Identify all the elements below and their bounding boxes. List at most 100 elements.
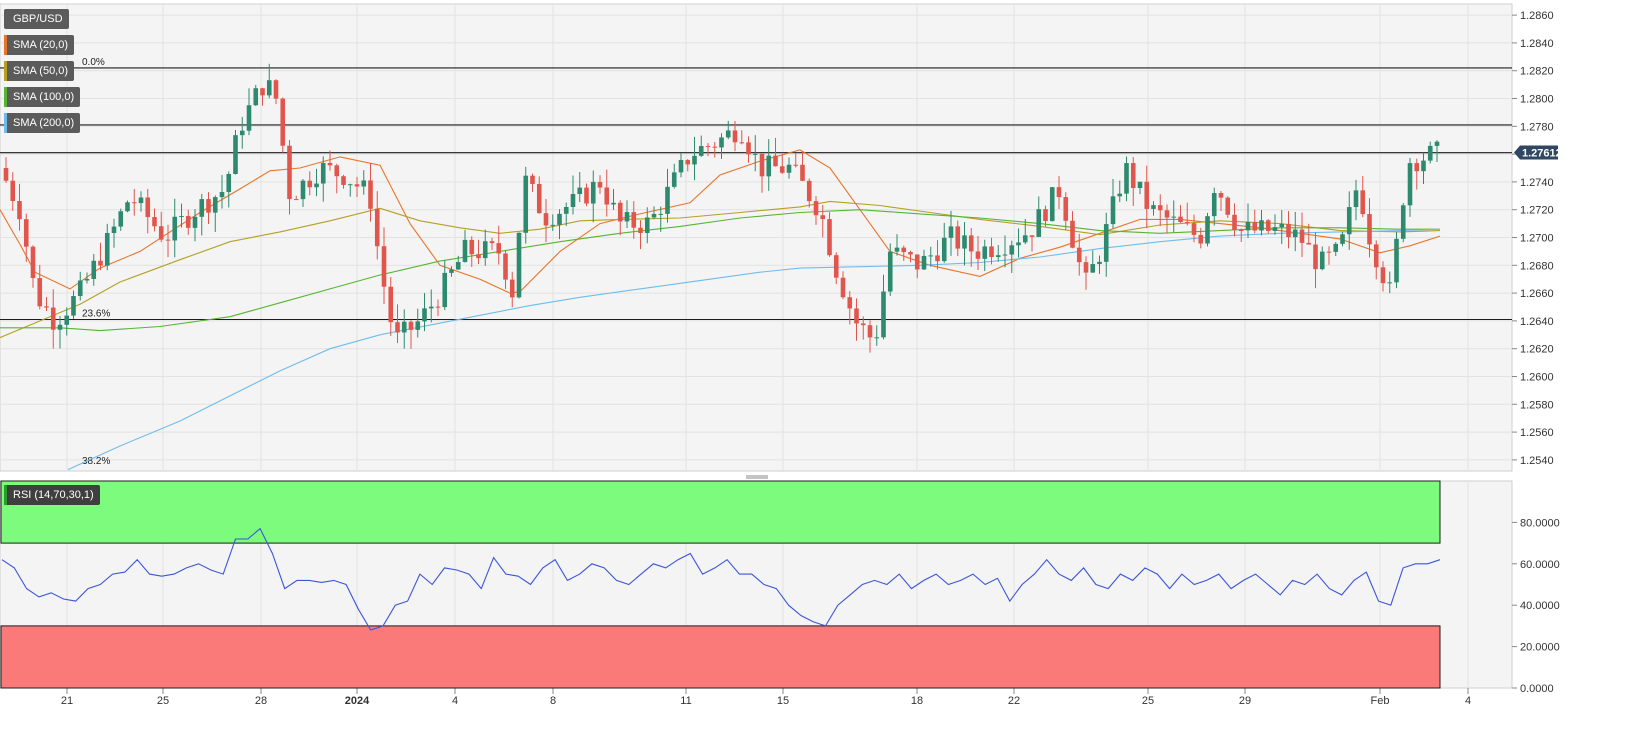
candle-body [665, 186, 670, 214]
y-tick-label: 1.2820 [1520, 66, 1554, 78]
candle-body [597, 181, 603, 188]
candle-body [64, 315, 70, 325]
candle-body [692, 155, 697, 165]
candle-body [300, 180, 306, 200]
candle-body [1205, 216, 1210, 244]
candle-body [638, 227, 643, 234]
candle-body [685, 160, 691, 165]
candle-body [1164, 210, 1170, 218]
y-tick-label: 1.2680 [1520, 260, 1554, 272]
rsi-y-tick-label: 0.0000 [1520, 683, 1554, 695]
candle-body [1232, 214, 1237, 230]
indicator-tag-sma100[interactable]: SMA (100,0) [4, 87, 81, 107]
x-tick-label: 28 [255, 695, 267, 707]
candle-body [57, 324, 63, 330]
indicator-tag-sma200[interactable]: SMA (200,0) [4, 113, 81, 133]
candle-body [827, 219, 832, 256]
candle-body [30, 246, 36, 279]
candle-body [1009, 245, 1015, 255]
candle-body [172, 216, 178, 241]
candle-body [806, 180, 812, 202]
candle-body [1063, 197, 1069, 221]
candle-body [1097, 261, 1102, 265]
candle-body [408, 321, 414, 330]
candle-body [266, 80, 272, 96]
candle-body [935, 255, 940, 262]
x-tick-label: 11 [680, 695, 691, 707]
candle-body [712, 146, 718, 148]
candle-body [1191, 223, 1197, 235]
candle-body [887, 251, 893, 292]
candle-body [347, 184, 353, 186]
candle-body [482, 241, 488, 259]
candle-body [1043, 209, 1048, 222]
candle-body [563, 207, 569, 214]
sma200-swatch [4, 113, 7, 133]
candle-body [644, 217, 650, 234]
candle-body [104, 232, 110, 266]
candle-body [381, 246, 387, 287]
candle-body [955, 226, 961, 249]
candle-body [307, 180, 313, 188]
sma-line [0, 209, 1440, 332]
candle-body [570, 194, 576, 208]
y-tick-label: 1.2860 [1520, 10, 1554, 22]
candle-body [1346, 207, 1352, 235]
x-tick-label: 25 [1142, 695, 1154, 707]
candle-body [1373, 244, 1379, 268]
candle-body [1319, 251, 1325, 270]
indicator-tag-sma20[interactable]: SMA (20,0) [4, 35, 75, 55]
candle-body [476, 254, 481, 259]
candle-body [1110, 196, 1116, 225]
candle-body [1090, 264, 1096, 273]
candle-body [1259, 220, 1264, 231]
candle-body [1157, 205, 1163, 211]
candle-body [395, 322, 400, 333]
candle-body [320, 162, 326, 184]
candle-body [1022, 235, 1028, 243]
y-tick-label: 1.2640 [1520, 316, 1554, 328]
candle-body [428, 306, 434, 309]
y-tick-label: 1.2540 [1520, 455, 1554, 467]
sma20-swatch [4, 35, 7, 55]
candle-body [617, 202, 623, 222]
candle-body [1002, 254, 1008, 256]
candle-body [1380, 267, 1386, 284]
candle-body [1414, 163, 1420, 172]
y-tick-label: 1.2580 [1520, 399, 1554, 411]
candle-body [847, 297, 853, 309]
candle-body [239, 130, 245, 136]
candle-body [165, 239, 171, 241]
candle-body [77, 280, 83, 297]
candle-body [226, 173, 232, 193]
candle-body [752, 153, 758, 155]
candle-body [1036, 209, 1042, 237]
candle-body [199, 199, 205, 217]
candle-body [577, 187, 583, 195]
candle-body [1225, 197, 1231, 215]
candle-body [584, 187, 589, 204]
rsi-line [1, 527, 1441, 631]
candle-body [503, 253, 508, 280]
candle-body [374, 208, 380, 247]
x-tick-label: 4 [452, 695, 458, 707]
y-tick-label: 1.2560 [1520, 427, 1554, 439]
candle-body [968, 235, 974, 252]
candle-body [422, 308, 427, 322]
candle-body [1367, 214, 1372, 245]
candle-body [1279, 223, 1285, 228]
sma50-label: SMA (50,0) [13, 65, 69, 77]
candle-body [1353, 190, 1359, 208]
sma-line [0, 149, 1441, 294]
candle-body [928, 255, 934, 257]
rsi-tag[interactable]: RSI (14,70,30,1) [4, 485, 100, 505]
indicator-tag-sma50[interactable]: SMA (50,0) [4, 61, 75, 81]
candle-body [1299, 229, 1305, 243]
x-tick-label: Feb [1371, 695, 1390, 707]
candle-body [1238, 229, 1244, 231]
candle-body [874, 337, 880, 339]
candle-body [111, 226, 117, 233]
symbol-tag[interactable]: GBP/USD [4, 9, 69, 29]
fib-label: 38.2% [82, 456, 110, 467]
